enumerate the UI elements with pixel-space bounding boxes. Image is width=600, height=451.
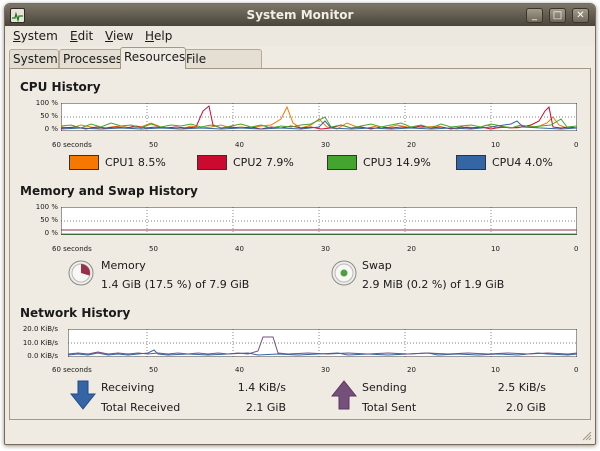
- network-history-title: Network History: [20, 306, 131, 320]
- memory-x-tick: 40: [235, 245, 244, 253]
- memory-history-title: Memory and Swap History: [20, 184, 198, 198]
- sending-arrow-icon[interactable]: [331, 380, 357, 410]
- menu-bar: System Edit View Help: [5, 26, 595, 46]
- memory-x-tick: 10: [491, 245, 500, 253]
- network-x-tick: 0: [574, 366, 579, 374]
- cpu4-legend-label: CPU4 4.0%: [492, 156, 553, 169]
- cpu-x-tick: 40: [235, 141, 244, 149]
- maximize-button[interactable]: □: [549, 8, 566, 23]
- cpu3-color-swatch[interactable]: [327, 155, 357, 170]
- cpu-y-tick: 0 %: [44, 125, 58, 133]
- receiving-arrow-icon[interactable]: [70, 380, 96, 410]
- receiving-label: Receiving: [101, 381, 155, 394]
- network-y-tick: 0.0 KiB/s: [27, 352, 58, 360]
- total-received-label: Total Received: [101, 401, 181, 414]
- tab-processes[interactable]: Processes: [59, 49, 123, 68]
- memory-x-tick: 50: [149, 245, 158, 253]
- memory-y-tick: 50 %: [40, 216, 58, 224]
- network-x-tick: 30: [321, 366, 330, 374]
- memory-history-graph: [61, 207, 577, 235]
- cpu-x-tick: 30: [321, 141, 330, 149]
- window-title: System Monitor: [246, 8, 354, 22]
- cpu3-legend-label: CPU3 14.9%: [363, 156, 431, 169]
- network-x-tick: 10: [491, 366, 500, 374]
- close-button[interactable]: ✕: [572, 8, 589, 23]
- memory-x-tick: 20: [407, 245, 416, 253]
- network-x-tick: 40: [235, 366, 244, 374]
- network-y-tick: 20.0 KiB/s: [22, 325, 58, 333]
- system-monitor-app-icon[interactable]: [10, 8, 25, 23]
- menu-system[interactable]: System: [13, 29, 58, 43]
- cpu-x-tick: 0: [574, 141, 579, 149]
- sending-value: 2.5 KiB/s: [497, 381, 546, 394]
- menu-view-mnemonic: V: [105, 29, 113, 43]
- tab-system[interactable]: System: [9, 49, 59, 68]
- menu-edit-label: dit: [77, 29, 94, 43]
- menu-system-mnemonic: S: [13, 29, 21, 43]
- cpu1-color-swatch[interactable]: [69, 155, 99, 170]
- menu-edit[interactable]: Edit: [70, 29, 93, 43]
- swap-value: 2.9 MiB (0.2 %) of 1.9 GiB: [362, 278, 505, 291]
- memory-pie-icon[interactable]: [68, 260, 94, 286]
- tab-file-systems[interactable]: File Systems: [182, 49, 262, 84]
- memory-y-tick: 0 %: [44, 229, 58, 237]
- resize-grip[interactable]: [582, 431, 592, 441]
- system-monitor-window: System Monitor _ □ ✕ System Edit View He…: [4, 3, 596, 445]
- resources-panel: CPU History 100 % 50 % 0 % 60 seconds 50…: [9, 68, 591, 420]
- network-x-tick: 50: [149, 366, 158, 374]
- menu-help-label: elp: [154, 29, 173, 43]
- cpu-y-tick: 50 %: [40, 112, 58, 120]
- memory-value: 1.4 GiB (17.5 %) of 7.9 GiB: [101, 278, 250, 291]
- receiving-value: 1.4 KiB/s: [237, 381, 286, 394]
- title-bar[interactable]: System Monitor _ □ ✕: [5, 4, 595, 26]
- cpu2-color-swatch[interactable]: [197, 155, 227, 170]
- memory-y-tick: 100 %: [35, 203, 58, 211]
- total-sent-label: Total Sent: [362, 401, 417, 414]
- swap-label: Swap: [362, 259, 392, 272]
- menu-edit-mnemonic: E: [70, 29, 78, 43]
- total-sent-value: 2.0 GiB: [505, 401, 546, 414]
- menu-system-label: ystem: [20, 29, 58, 43]
- memory-x-tick: 30: [321, 245, 330, 253]
- cpu-y-tick: 100 %: [35, 99, 58, 107]
- network-y-tick: 10.0 KiB/s: [22, 339, 58, 347]
- cpu-history-graph: [61, 103, 577, 131]
- cpu-history-title: CPU History: [20, 80, 101, 94]
- sending-label: Sending: [362, 381, 407, 394]
- menu-help-mnemonic: H: [145, 29, 155, 43]
- cpu1-legend-label: CPU1 8.5%: [105, 156, 166, 169]
- network-x-tick: 60 seconds: [52, 366, 92, 374]
- cpu-x-tick: 50: [149, 141, 158, 149]
- cpu-x-tick: 20: [407, 141, 416, 149]
- menu-help[interactable]: Help: [145, 29, 172, 43]
- menu-view-label: iew: [112, 29, 134, 43]
- memory-x-tick: 0: [574, 245, 579, 253]
- cpu-x-tick: 10: [491, 141, 500, 149]
- tab-resources[interactable]: Resources: [120, 47, 186, 69]
- memory-x-tick: 60 seconds: [52, 245, 92, 253]
- menu-view[interactable]: View: [105, 29, 133, 43]
- cpu2-legend-label: CPU2 7.9%: [233, 156, 294, 169]
- swap-pie-icon[interactable]: [331, 260, 357, 286]
- minimize-button[interactable]: _: [526, 8, 543, 23]
- cpu4-color-swatch[interactable]: [456, 155, 486, 170]
- network-x-tick: 20: [407, 366, 416, 374]
- network-history-graph: [68, 329, 577, 357]
- total-received-value: 2.1 GiB: [245, 401, 286, 414]
- memory-label: Memory: [101, 259, 146, 272]
- cpu-x-tick: 60 seconds: [52, 141, 92, 149]
